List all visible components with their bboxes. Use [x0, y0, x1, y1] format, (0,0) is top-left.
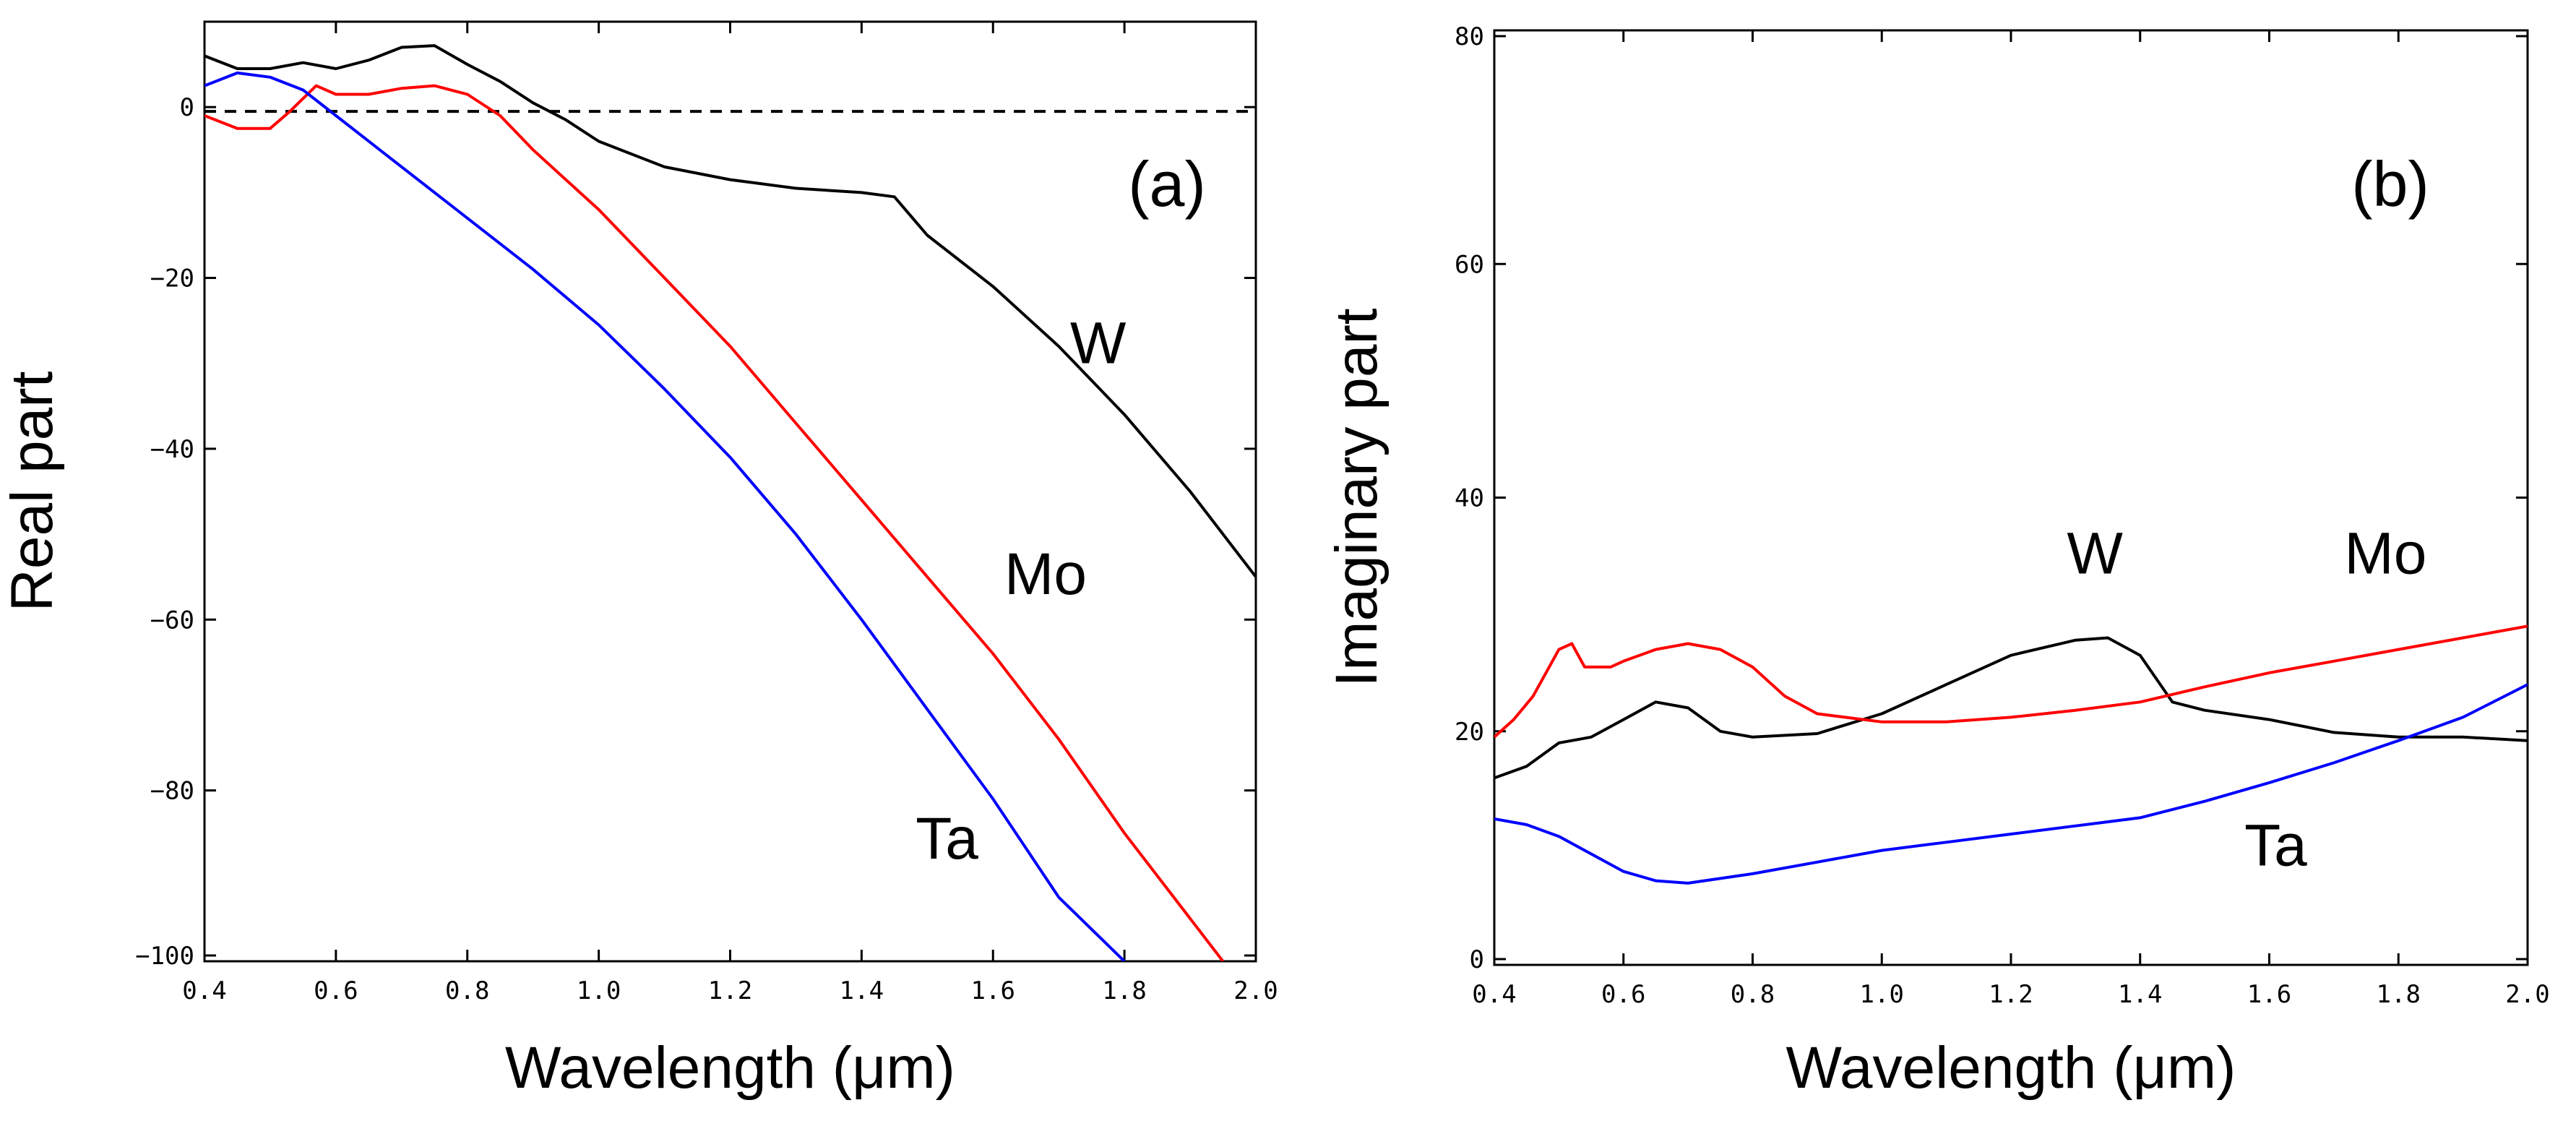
- x-axis-title: Wavelength (μm): [505, 1035, 955, 1101]
- y-tick-label: 0: [1470, 945, 1484, 974]
- y-axis-title: Real part: [0, 371, 65, 611]
- x-tick-label: 2.0: [2505, 980, 2549, 1009]
- x-tick-label: 1.0: [577, 976, 621, 1005]
- x-tick-label: 0.6: [314, 976, 358, 1005]
- series-label-ta: Ta: [916, 806, 978, 872]
- plot-frame: [203, 20, 1257, 963]
- series-line-mo: [1494, 624, 2528, 739]
- x-tick-label: 2.0: [1233, 976, 1278, 1005]
- y-tick-label: 20: [1455, 718, 1484, 747]
- x-axis-title: Wavelength (μm): [1786, 1035, 2236, 1101]
- y-axis-title: Imaginary part: [1324, 308, 1390, 687]
- x-tick-label: 1.6: [971, 976, 1015, 1005]
- series-label-w: W: [1070, 311, 1127, 377]
- x-tick-label: 0.4: [182, 976, 226, 1005]
- x-tick-label: 1.4: [2118, 980, 2162, 1009]
- y-tick-label: −60: [150, 606, 194, 635]
- series-line-w: [204, 44, 1256, 578]
- y-tick-label: −80: [150, 777, 194, 806]
- y-tick-label: −40: [150, 435, 194, 464]
- y-tick-label: −20: [150, 265, 194, 293]
- series-line-w: [1494, 636, 2528, 780]
- x-tick-label: 1.4: [840, 976, 884, 1005]
- panel-letter: (b): [2351, 148, 2429, 220]
- x-tick-label: 0.8: [445, 976, 489, 1005]
- x-tick-label: 1.2: [1989, 980, 2033, 1009]
- x-tick-label: 0.8: [1731, 980, 1775, 1009]
- series-label-mo: Mo: [2344, 521, 2426, 587]
- series-label-mo: Mo: [1004, 541, 1087, 607]
- x-tick-label: 0.6: [1601, 980, 1645, 1009]
- panel-letter: (a): [1128, 148, 1206, 220]
- x-tick-label: 1.2: [708, 976, 752, 1005]
- series-line-ta: [204, 71, 1126, 961]
- x-tick-label: 1.8: [2377, 980, 2421, 1009]
- x-tick-label: 1.8: [1102, 976, 1146, 1005]
- series-line-mo: [204, 84, 1225, 961]
- y-tick-label: 0: [180, 93, 194, 122]
- x-tick-label: 1.6: [2247, 980, 2291, 1009]
- panel-b-imaginary-part: 0.4 0.6 0.8 1.0 1.2 1.4 1.6 1.8 2.0 0 20 40 60 80 W Mo T…: [1324, 22, 2550, 1101]
- panel-a-real-part: 0.4 0.6 0.8 1.0 1.2 1.4 1.6 1.8 2.0 0 −20 −40 −60 −80…: [0, 20, 1278, 1101]
- y-tick-label: 60: [1455, 250, 1484, 279]
- y-tick-label: 80: [1455, 22, 1484, 51]
- series-line-ta: [1494, 683, 2528, 885]
- y-tick-label: 40: [1455, 484, 1484, 513]
- series-label-w: W: [2067, 521, 2123, 587]
- series-label-ta: Ta: [2244, 813, 2307, 879]
- x-tick-label: 0.4: [1472, 980, 1516, 1009]
- y-tick-label: −100: [135, 942, 194, 971]
- x-tick-label: 1.0: [1860, 980, 1904, 1009]
